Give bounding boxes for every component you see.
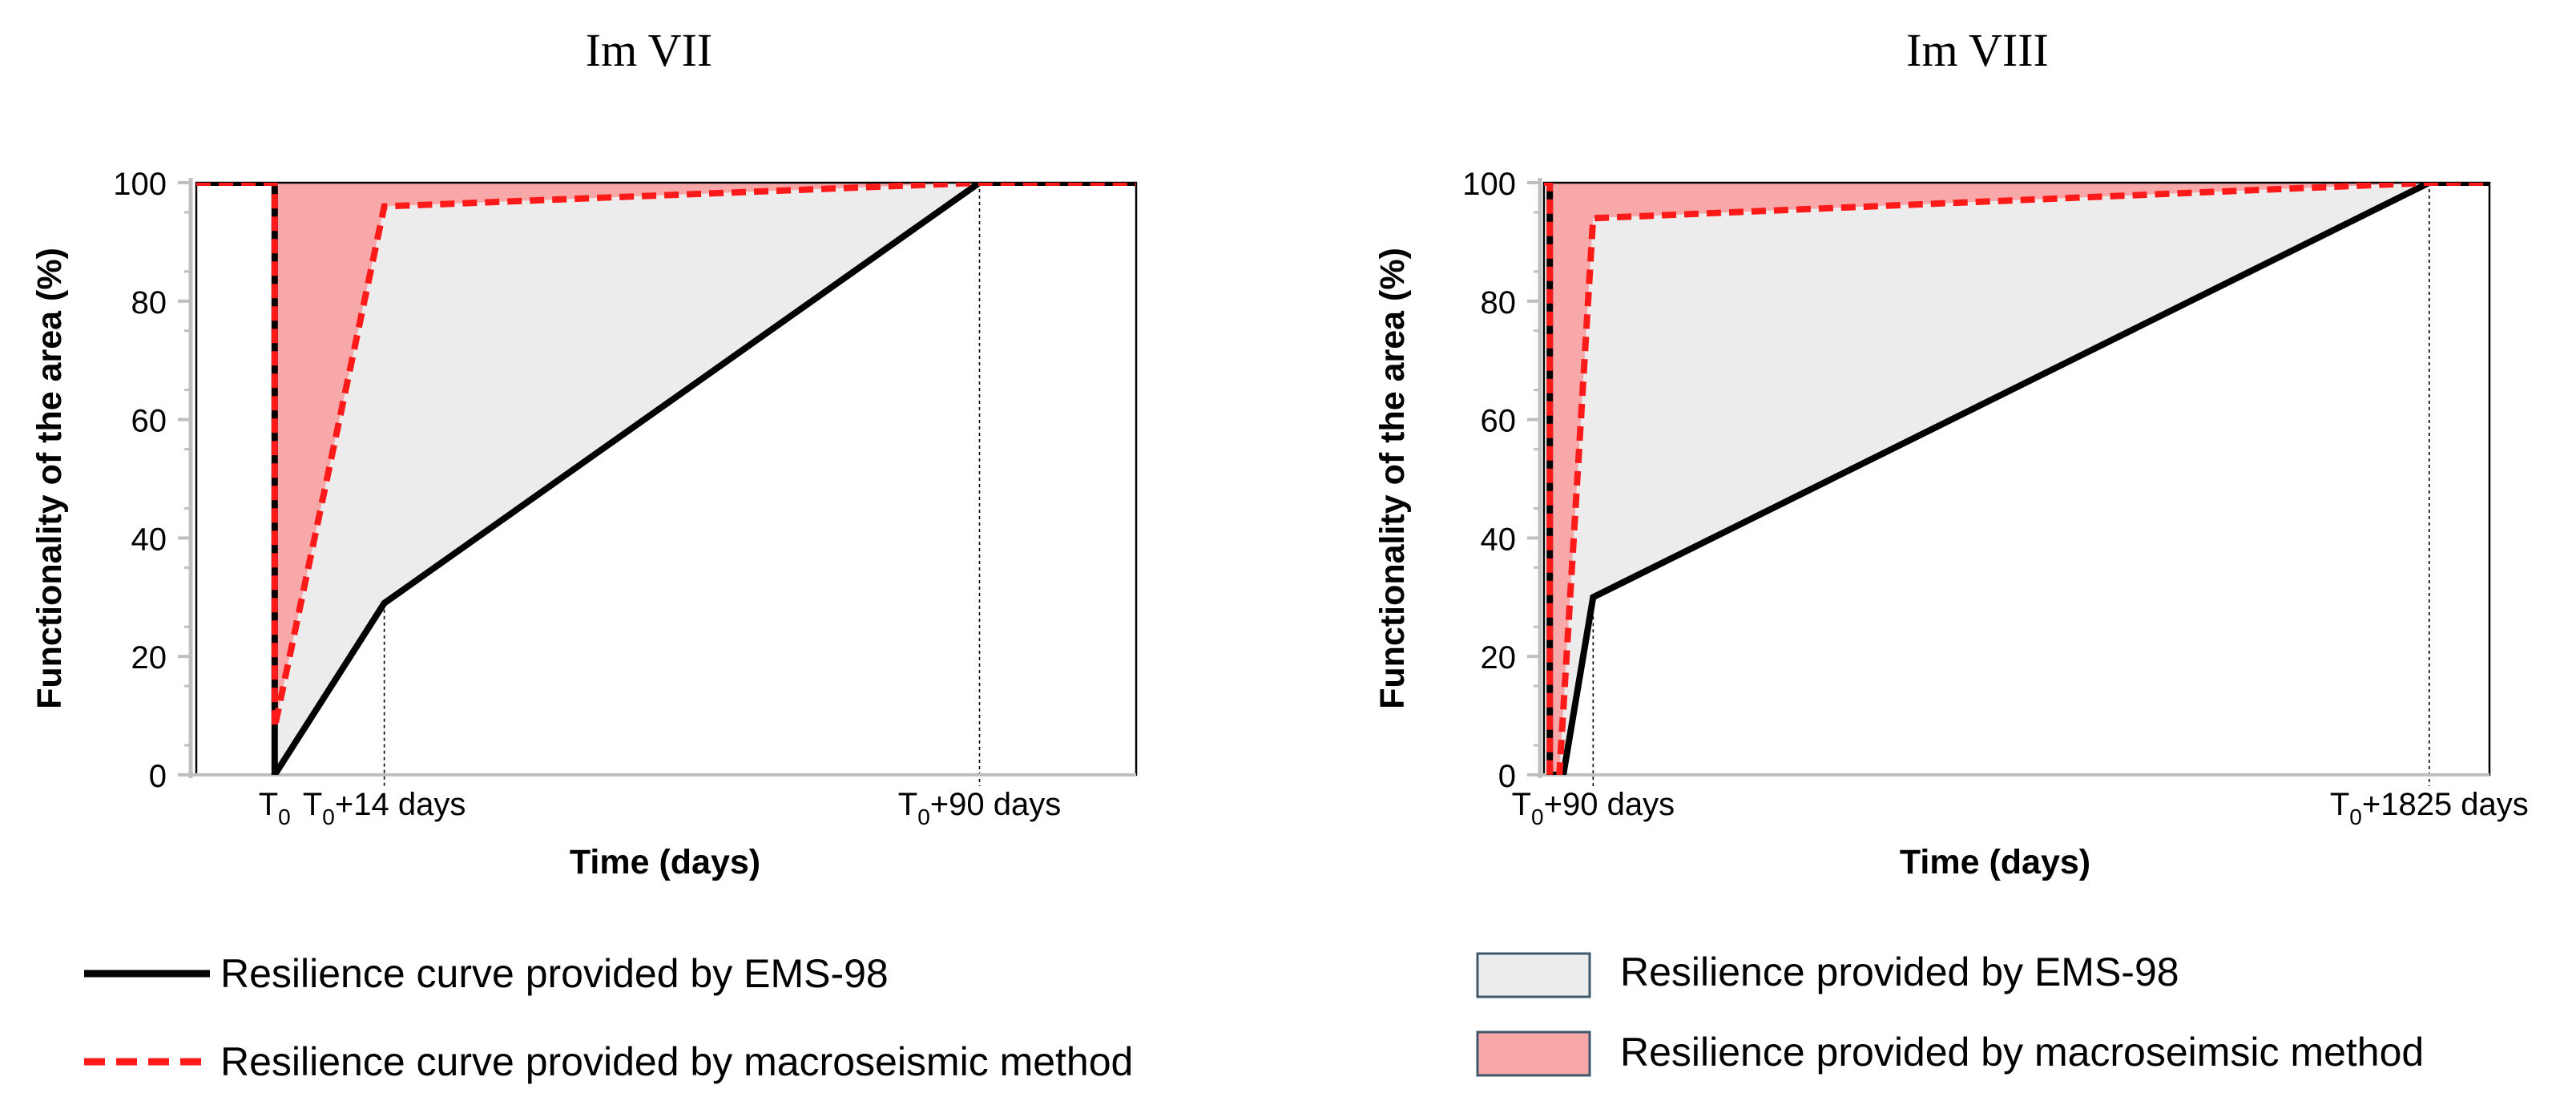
tick-layer: 0 20 40 60 80 100 T0 T0+14 days T0+90 days [113,167,1061,829]
legend-swatch-macro-area [1476,1030,1591,1077]
y-tick-label: 20 [131,640,167,676]
y-tick-label: 40 [131,522,167,557]
chart-title: Im VII [586,24,712,76]
y-axis-label: Functionality of the area (%) [1373,248,1412,709]
legend-label-ems-curve: Resilience curve provided by EMS-98 [220,951,889,996]
x-tick-label-2: T0+90 days [898,787,1061,829]
guide-layer [383,183,981,786]
y-tick-label: 80 [131,285,167,321]
legend: Resilience curve provided by EMS-98 Resi… [84,950,2424,1084]
legend-swatch-ems-area [1476,952,1591,998]
area-layer [196,183,1136,775]
legend-label-macro-area: Resilience provided by macroseimsic meth… [1620,1030,2424,1075]
x-axis-label: Time (days) [570,843,760,881]
ems-overlap-area [196,183,1136,775]
chart-im-vii: Im VII 0 20 40 60 80 100 T0 T0+14 days T0+90 day… [30,24,1138,881]
axis-layer [1527,178,2491,778]
y-axis-label: Functionality of the area (%) [30,248,69,709]
legend-label-macro-curve: Resilience curve provided by macroseismi… [220,1039,1133,1084]
x-tick-label-1: T0+1825 days [2330,787,2529,829]
macro-resilience-area [196,183,1136,728]
x-tick-label-0: T0 [259,787,291,829]
y-tick-label: 80 [1481,285,1517,321]
legend-item-ems-area: Resilience provided by EMS-98 [1476,950,2179,998]
y-tick-label: 100 [113,167,167,202]
y-tick-label: 0 [149,759,167,794]
x-tick-label-1: T0+14 days [303,787,466,829]
legend-label-ems-area: Resilience provided by EMS-98 [1620,950,2179,994]
legend-item-ems-curve: Resilience curve provided by EMS-98 [84,951,889,996]
ems-overlap-area [1544,183,2489,775]
y-tick-label: 20 [1481,640,1517,676]
macro-resilience-curve [196,183,1136,728]
y-tick-label: 100 [1462,167,1516,202]
ems-resilience-curve [196,183,1136,775]
y-tick-label: 60 [1481,404,1517,439]
legend-item-macro-area: Resilience provided by macroseimsic meth… [1476,1030,2424,1077]
line-layer [196,183,1136,775]
y-tick-label: 60 [131,404,167,439]
chart-im-viii: Im VIII 0 20 40 60 80 100 T0+90 days T0+1825 da… [1373,24,2529,881]
x-tick-label-0: T0+90 days [1512,787,1675,829]
y-tick-label: 40 [1481,522,1517,557]
legend-item-macro-curve: Resilience curve provided by macroseismi… [84,1039,1133,1084]
guide-layer [1592,183,2430,786]
x-axis-label: Time (days) [1900,843,2090,881]
tick-layer: 0 20 40 60 80 100 T0+90 days T0+1825 days [1462,167,2529,829]
area-layer [1544,183,2489,775]
axis-layer [178,178,1138,778]
y-tick-label: 0 [1498,759,1516,794]
chart-title: Im VIII [1906,24,2049,76]
